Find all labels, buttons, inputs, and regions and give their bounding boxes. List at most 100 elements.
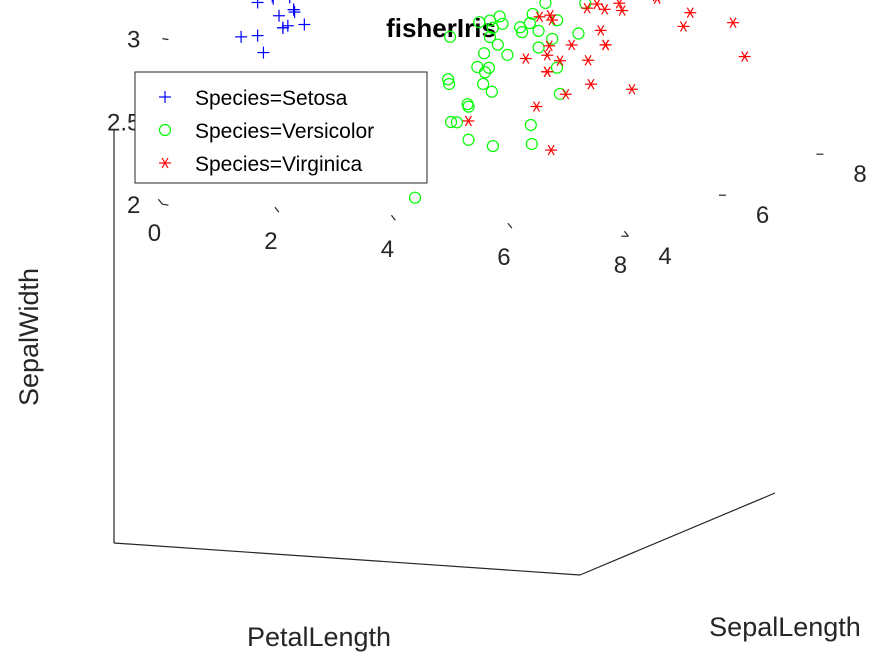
legend-entry: Species=Virginica (195, 153, 362, 176)
data-point (444, 115, 458, 129)
data-point (543, 40, 556, 52)
x-tick-label: 0 (148, 220, 161, 247)
z-tick-mark (162, 38, 169, 41)
series-species-virginica (462, 0, 751, 156)
data-point (483, 14, 497, 27)
data-point (486, 21, 499, 34)
data-point (565, 39, 578, 51)
data-point (272, 0, 274, 5)
legend-entry: Species=Versicolor (195, 120, 374, 143)
data-point (273, 9, 286, 22)
legend-entry: Species=Setosa (195, 87, 348, 110)
data-point (582, 54, 595, 66)
data-point (559, 88, 572, 100)
data-point (738, 51, 751, 62)
legend-box (134, 71, 428, 184)
data-point (532, 41, 545, 54)
y-axis-line (579, 492, 776, 576)
data-point (584, 78, 597, 90)
data-point (288, 6, 301, 19)
x-tick-label: 8 (614, 252, 627, 279)
data-point (594, 25, 607, 36)
data-point (408, 191, 422, 204)
data-point (251, 0, 264, 9)
data-point (550, 61, 564, 74)
x-tick-label: 4 (381, 236, 394, 263)
data-point (482, 61, 496, 74)
series-species-versicolor (384, 0, 592, 204)
x-tick-label: 6 (497, 244, 510, 271)
data-point (616, 5, 629, 16)
data-point (598, 4, 611, 15)
legend-marker (159, 157, 171, 169)
y-tick-label: 6 (756, 202, 769, 229)
data-point (545, 144, 558, 156)
data-point (271, 0, 273, 3)
data-point (478, 47, 491, 60)
data-point (653, 0, 661, 4)
data-point (530, 101, 543, 112)
x-axis-line (113, 542, 581, 576)
data-point (486, 139, 499, 153)
data-point (524, 118, 537, 132)
data-point (546, 14, 559, 26)
data-point (727, 17, 740, 28)
x-tick-mark (507, 222, 513, 229)
z-tick-label: 3 (127, 27, 140, 54)
data-point (257, 46, 270, 59)
data-point (677, 21, 690, 32)
data-point (477, 77, 490, 91)
data-point (533, 11, 546, 23)
data-point (491, 38, 504, 51)
data-point (483, 31, 497, 44)
x-tick-mark (390, 214, 396, 221)
data-point (590, 0, 603, 10)
z-tick-mark (162, 203, 169, 206)
data-points (235, 0, 751, 204)
data-point (541, 49, 554, 61)
data-point (276, 21, 289, 34)
data-point (613, 0, 626, 9)
data-point (544, 9, 557, 21)
z-tick-label: 2 (127, 192, 140, 219)
data-point (581, 2, 594, 14)
data-point (625, 83, 638, 95)
data-point (525, 137, 538, 151)
data-point (514, 21, 527, 34)
data-point (450, 116, 463, 129)
data-point (251, 29, 264, 42)
data-point (541, 66, 554, 78)
data-point (441, 73, 455, 86)
data-point (289, 0, 291, 4)
data-point (572, 27, 585, 40)
y-tick-label: 4 (658, 243, 671, 270)
data-point (485, 85, 498, 98)
data-point (471, 60, 484, 74)
data-point (599, 39, 612, 51)
data-point (684, 7, 697, 19)
data-point (532, 24, 545, 38)
legend-marker (159, 91, 171, 103)
legend: Species=Setosa Species=Versicolor Species=… (134, 71, 428, 184)
data-point (478, 66, 492, 79)
data-point (501, 48, 514, 61)
x-tick-mark (274, 206, 280, 213)
data-point (298, 18, 311, 31)
x-tick-mark (623, 230, 629, 237)
z-axis-label: SepalWidth (14, 268, 44, 406)
data-point (281, 19, 294, 32)
y-tick-label: 8 (853, 161, 866, 188)
data-point (553, 55, 566, 67)
x-tick-label: 2 (264, 228, 277, 255)
x-tick-mark (157, 198, 163, 205)
axes (113, 129, 776, 576)
data-point (539, 0, 552, 9)
y-axis-label: SepalLength (709, 612, 861, 642)
data-point (462, 133, 475, 146)
data-point (287, 3, 300, 16)
data-point (444, 30, 457, 43)
data-point (462, 115, 475, 127)
